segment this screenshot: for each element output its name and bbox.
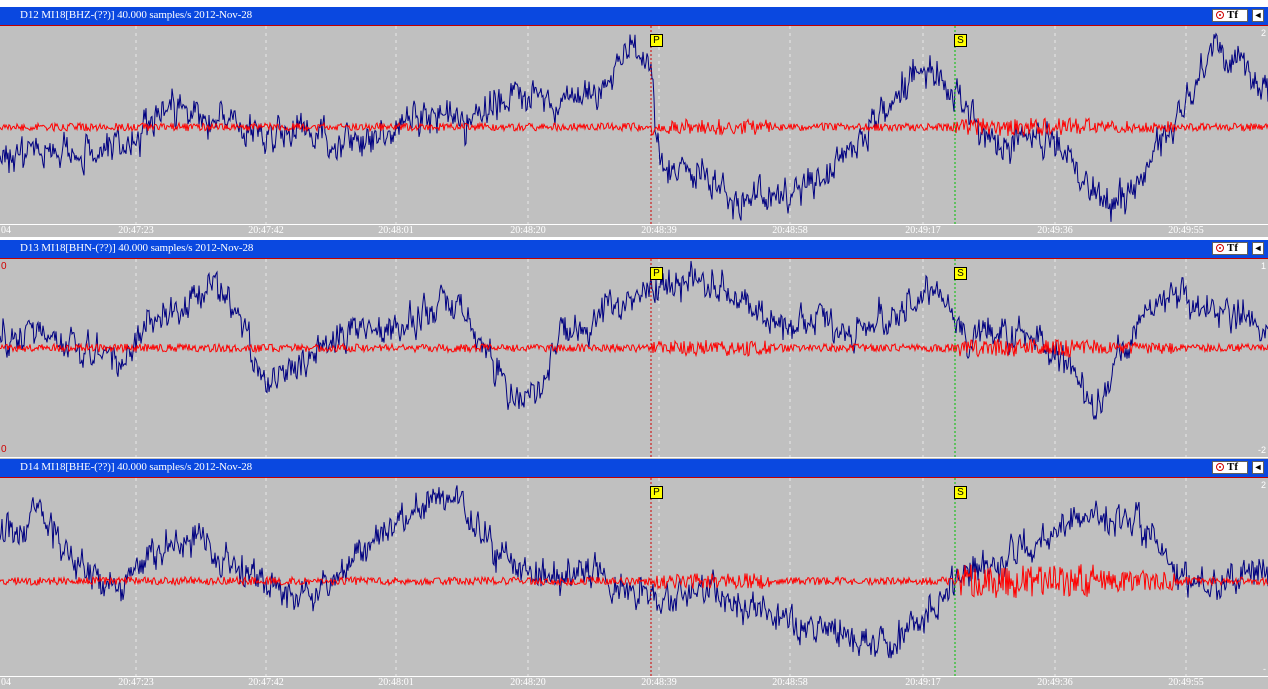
tf-label: Tf [1227, 9, 1238, 21]
s-phase-marker[interactable]: S [954, 486, 967, 499]
filtered-min-label: 0 [1, 444, 7, 455]
raw-waveform-trace [0, 32, 1268, 222]
transfer-function-button[interactable]: Tf [1212, 242, 1248, 255]
filtered-waveform-trace [0, 564, 1268, 598]
waveform-canvas [0, 478, 1268, 676]
amplitude-max-label: 2 [1260, 28, 1266, 38]
trace-title-bar[interactable]: D12 MI18[BHZ-(??)] 40.000 samples/s 2012… [0, 7, 1268, 26]
p-phase-marker[interactable]: P [650, 34, 663, 47]
waveform-canvas [0, 26, 1268, 224]
p-phase-marker[interactable]: P [650, 267, 663, 280]
time-tick-label: 20:47:42 [248, 677, 284, 688]
time-tick-label: 20:47:23 [118, 225, 154, 236]
time-tick-label: 20:47:23 [118, 677, 154, 688]
record-icon [1216, 11, 1224, 19]
amplitude-min-label: -2 [1257, 445, 1266, 455]
amplitude-min-label: - [1263, 664, 1266, 674]
amplitude-max-label: 2 [1260, 480, 1266, 490]
trace-title-bar[interactable]: D13 MI18[BHN-(??)] 40.000 samples/s 2012… [0, 240, 1268, 259]
time-axis-start-label: 04 [1, 677, 11, 688]
time-tick-label: 20:47:42 [248, 225, 284, 236]
time-tick-label: 20:49:36 [1037, 225, 1073, 236]
trace-panel[interactable]: D13 MI18[BHN-(??)] 40.000 samples/s 2012… [0, 240, 1268, 470]
filtered-max-label: 0 [1, 261, 7, 272]
p-phase-marker[interactable]: P [650, 486, 663, 499]
filtered-waveform-trace [0, 338, 1268, 358]
trace-title: D12 MI18[BHZ-(??)] 40.000 samples/s 2012… [20, 9, 253, 21]
time-tick-label: 20:48:20 [510, 677, 546, 688]
time-axis: 04 20:47:23 20:47:42 20:48:01 20:48:20 20:48:… [0, 676, 1268, 689]
trace-panel[interactable]: D12 MI18[BHZ-(??)] 40.000 samples/s 2012… [0, 7, 1268, 237]
tf-label: Tf [1227, 242, 1238, 254]
trace-title: D13 MI18[BHN-(??)] 40.000 samples/s 2012… [20, 242, 254, 254]
waveform-plot[interactable]: P S 1 -2 0 0 [0, 259, 1268, 457]
transfer-function-button[interactable]: Tf [1212, 9, 1248, 22]
tf-label: Tf [1227, 461, 1238, 473]
raw-waveform-trace [0, 485, 1268, 659]
transfer-function-button[interactable]: Tf [1212, 461, 1248, 474]
raw-waveform-trace [0, 260, 1268, 420]
time-tick-label: 20:49:17 [905, 677, 941, 688]
trace-title: D14 MI18[BHE-(??)] 40.000 samples/s 2012… [20, 461, 253, 473]
time-tick-label: 20:49:55 [1168, 677, 1204, 688]
time-tick-label: 20:48:01 [378, 225, 414, 236]
trace-panel[interactable]: D14 MI18[BHE-(??)] 40.000 samples/s 2012… [0, 459, 1268, 689]
trace-title-bar[interactable]: D14 MI18[BHE-(??)] 40.000 samples/s 2012… [0, 459, 1268, 478]
s-phase-marker[interactable]: S [954, 34, 967, 47]
time-tick-label: 20:48:39 [641, 677, 677, 688]
waveform-plot[interactable]: P S 2 [0, 26, 1268, 224]
scroll-left-button[interactable]: ◄ [1252, 461, 1264, 474]
time-tick-label: 20:48:01 [378, 677, 414, 688]
s-phase-marker[interactable]: S [954, 267, 967, 280]
time-tick-label: 20:48:39 [641, 225, 677, 236]
scroll-left-button[interactable]: ◄ [1252, 9, 1264, 22]
time-axis-start-label: 04 [1, 225, 11, 236]
time-tick-label: 20:49:17 [905, 225, 941, 236]
time-tick-label: 20:49:36 [1037, 677, 1073, 688]
time-tick-label: 20:48:58 [772, 677, 808, 688]
record-icon [1216, 244, 1224, 252]
time-tick-label: 20:48:20 [510, 225, 546, 236]
record-icon [1216, 463, 1224, 471]
scroll-left-button[interactable]: ◄ [1252, 242, 1264, 255]
time-tick-label: 20:48:58 [772, 225, 808, 236]
filtered-waveform-trace [0, 117, 1268, 138]
time-tick-label: 20:49:55 [1168, 225, 1204, 236]
waveform-canvas [0, 259, 1268, 457]
amplitude-max-label: 1 [1260, 261, 1266, 271]
time-axis: 04 20:47:23 20:47:42 20:48:01 20:48:20 20:48:… [0, 224, 1268, 237]
waveform-plot[interactable]: P S 2 - [0, 478, 1268, 676]
